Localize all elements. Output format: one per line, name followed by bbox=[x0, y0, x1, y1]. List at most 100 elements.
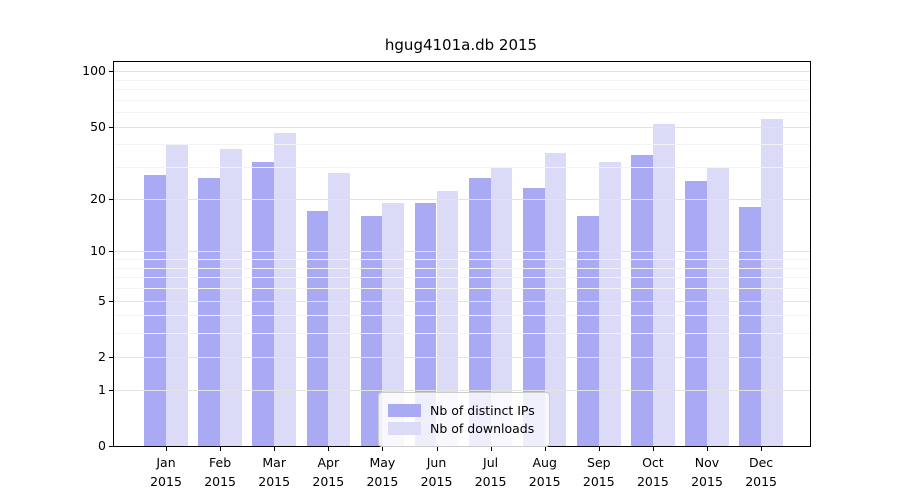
gridline-minor bbox=[114, 333, 810, 335]
bar-distinct-ips-apr bbox=[306, 211, 329, 446]
month-label: Jul bbox=[483, 455, 499, 470]
bar-downloads-may bbox=[382, 202, 405, 446]
bar-downloads-mar bbox=[274, 133, 296, 446]
gridline-minor bbox=[114, 315, 810, 317]
x-tick bbox=[598, 447, 600, 451]
y-tick-label: 1 bbox=[98, 381, 106, 397]
gridline-major bbox=[114, 356, 810, 358]
bar-distinct-ips-sep bbox=[577, 215, 599, 446]
x-tick bbox=[166, 447, 167, 451]
x-tick bbox=[220, 447, 222, 451]
x-tick bbox=[382, 447, 384, 451]
gridline-minor bbox=[114, 167, 810, 169]
y-tick bbox=[109, 300, 113, 302]
gridline-minor bbox=[114, 89, 810, 91]
month-label: May bbox=[369, 455, 396, 470]
gridline-major bbox=[114, 251, 810, 253]
x-tick bbox=[490, 447, 492, 451]
year-label: 2015 bbox=[474, 473, 507, 489]
year-label: 2015 bbox=[582, 473, 615, 489]
x-tick-label: Mar 2015 bbox=[242, 454, 306, 491]
y-tick bbox=[109, 71, 113, 73]
bar-distinct-ips-may bbox=[360, 215, 383, 446]
chart-title: hgug4101a.db 2015 bbox=[384, 36, 538, 54]
plot-area: Dec 2015 Nov 2015 Oct 2015 Sep 2015 Aug 2015 Jul 20… bbox=[82, 61, 811, 489]
y-tick bbox=[109, 389, 113, 391]
year-label: 2015 bbox=[312, 473, 345, 489]
bar-distinct-ips-feb bbox=[198, 178, 221, 446]
y-tick-label: 0 bbox=[98, 438, 106, 453]
legend-item-downloads: Nb of downloads bbox=[388, 421, 540, 436]
bar-downloads-aug bbox=[544, 152, 567, 446]
month-label: Oct bbox=[642, 455, 664, 470]
bar-downloads-jun bbox=[436, 191, 459, 446]
gridline-minor bbox=[114, 99, 810, 101]
bar-distinct-ips-aug bbox=[522, 187, 545, 446]
gridline-major bbox=[114, 126, 810, 128]
bar-downloads-apr bbox=[328, 172, 351, 446]
gridline-minor bbox=[114, 144, 810, 146]
gridline-minor bbox=[114, 267, 810, 269]
year-label: 2015 bbox=[691, 473, 723, 489]
legend-label-downloads: Nb of downloads bbox=[430, 421, 535, 436]
gridline-minor bbox=[114, 277, 810, 279]
month-label: Jan bbox=[156, 455, 176, 470]
year-label: 2015 bbox=[258, 473, 291, 489]
bar-downloads-dec bbox=[761, 119, 783, 446]
legend: Nb of distinct IPs Nb of downloads bbox=[378, 392, 550, 447]
y-tick-label: 5 bbox=[98, 292, 106, 308]
y-tick bbox=[109, 446, 113, 447]
month-label: Aug bbox=[532, 455, 557, 470]
legend-item-distinct-ips: Nb of distinct IPs bbox=[388, 403, 540, 418]
bar-distinct-ips-mar bbox=[252, 162, 275, 446]
gridline-major bbox=[114, 198, 810, 200]
x-tick-label: Apr 2015 bbox=[296, 454, 360, 491]
year-label: 2015 bbox=[636, 473, 669, 489]
year-label: 2015 bbox=[204, 473, 236, 489]
x-tick bbox=[707, 447, 708, 451]
y-tick-label: 50 bbox=[90, 118, 106, 134]
y-tick bbox=[109, 356, 113, 358]
x-tick-label: Aug 2015 bbox=[513, 454, 577, 491]
x-tick bbox=[652, 447, 654, 451]
month-label: Apr bbox=[317, 455, 340, 470]
bar-distinct-ips-jul bbox=[468, 178, 491, 446]
x-tick bbox=[328, 447, 330, 451]
month-label: Mar bbox=[262, 455, 286, 470]
gridline-minor bbox=[114, 259, 810, 261]
bar-distinct-ips-jan bbox=[144, 175, 166, 446]
y-tick-label: 10 bbox=[90, 243, 106, 259]
bar-distinct-ips-dec bbox=[739, 206, 762, 446]
x-tick-label: May 2015 bbox=[350, 454, 414, 491]
y-tick-label: 20 bbox=[90, 190, 106, 206]
x-tick-label: Dec 2015 bbox=[729, 454, 793, 491]
gridline-major bbox=[114, 389, 810, 391]
year-label: 2015 bbox=[745, 473, 777, 489]
x-tick bbox=[761, 447, 763, 451]
bar-distinct-ips-nov bbox=[685, 181, 707, 446]
month-label: Dec bbox=[748, 455, 774, 470]
year-label: 2015 bbox=[150, 473, 182, 489]
x-tick-label: Sep 2015 bbox=[567, 454, 631, 491]
gridline-major bbox=[114, 300, 810, 302]
x-tick bbox=[544, 447, 546, 451]
y-tick bbox=[109, 251, 113, 253]
bar-downloads-jul bbox=[490, 167, 513, 446]
month-label: Nov bbox=[694, 455, 720, 470]
bar-distinct-ips-jun bbox=[414, 202, 437, 446]
gridline-minor bbox=[114, 112, 810, 114]
x-tick bbox=[436, 447, 438, 451]
month-label: Sep bbox=[587, 455, 611, 470]
bar-downloads-jan bbox=[166, 144, 188, 446]
x-tick bbox=[274, 447, 276, 451]
month-label: Jun bbox=[426, 455, 447, 470]
bar-downloads-sep bbox=[598, 162, 621, 446]
legend-label-distinct-ips: Nb of distinct IPs bbox=[430, 403, 535, 418]
year-label: 2015 bbox=[528, 473, 561, 489]
y-tick bbox=[109, 198, 113, 200]
bar-downloads-nov bbox=[707, 167, 729, 446]
x-tick-label: Jan 2015 bbox=[134, 454, 198, 491]
x-tick-label: Oct 2015 bbox=[621, 454, 685, 491]
legend-swatch-downloads bbox=[388, 422, 421, 435]
